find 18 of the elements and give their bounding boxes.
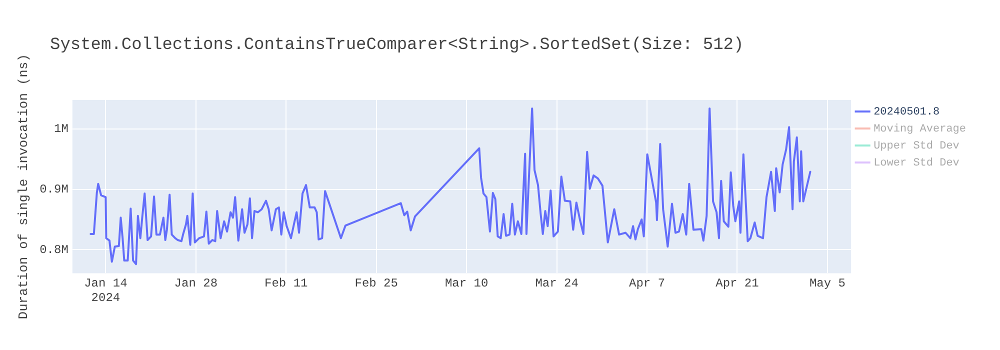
x-tick-label: Apr 7 bbox=[629, 276, 666, 291]
chart-title: System.Collections.ContainsTrueComparer<String>.SortedSet(Size: 512) bbox=[50, 36, 744, 55]
x-tick-label: Feb 11 bbox=[264, 276, 308, 291]
legend-label: Lower Std Dev bbox=[874, 157, 960, 170]
x-tick-label: Mar 24 bbox=[535, 276, 578, 291]
x-tick-label: Jan 28 bbox=[174, 276, 218, 291]
x-tick-label: Feb 25 bbox=[354, 276, 398, 291]
legend-label: 20240501.8 bbox=[874, 106, 940, 118]
x-tick-label: Mar 10 bbox=[444, 276, 488, 291]
x-tick-label: May 5 bbox=[809, 276, 846, 291]
y-axis-title: Duration of single invocation (ns) bbox=[16, 54, 32, 320]
y-tick-label: 1M bbox=[54, 122, 68, 136]
y-tick-label: 0.9M bbox=[40, 182, 68, 196]
x-tick-label: Apr 21 bbox=[716, 276, 759, 291]
legend-label: Moving Average bbox=[874, 123, 966, 136]
legend-label: Upper Std Dev bbox=[874, 140, 960, 152]
y-tick-label: 0.8M bbox=[40, 242, 68, 257]
x-tick-label: Jan 14 2024 bbox=[84, 276, 128, 305]
